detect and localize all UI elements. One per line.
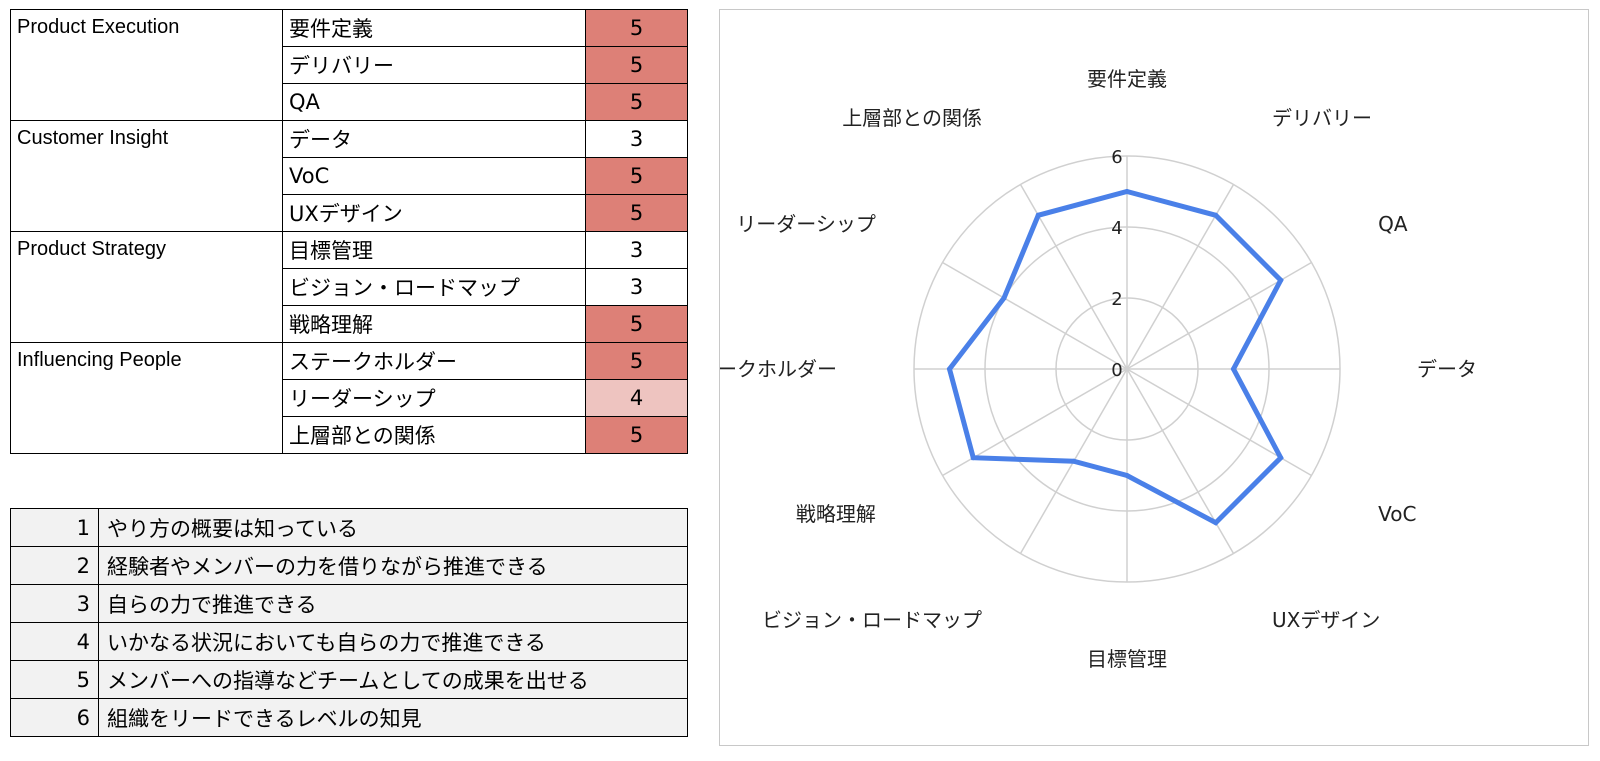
skill-label: ビジョン・ロードマップ (282, 268, 586, 306)
category-label: ステークホルダー (720, 357, 837, 381)
legend-description: 自らの力で推進できる (98, 584, 688, 623)
grid-spoke (1126, 261, 1312, 370)
legend-level: 3 (10, 584, 99, 623)
skill-label: 目標管理 (282, 231, 586, 269)
category-label: 要件定義 (1087, 67, 1167, 91)
category-label: 目標管理 (1087, 647, 1167, 671)
category-label: データ (1417, 357, 1477, 381)
radial-tick-label: 0 (1111, 360, 1122, 381)
skill-score: 5 (585, 342, 688, 380)
data-point (1035, 212, 1041, 218)
category-label: 戦略理解 (796, 502, 876, 526)
legend-level: 1 (10, 508, 99, 547)
legend-description: 経験者やメンバーの力を借りながら推進できる (98, 546, 688, 585)
series-line (946, 188, 1284, 526)
skill-score: 4 (585, 379, 688, 417)
radial-tick-label: 4 (1111, 218, 1122, 239)
skill-row: Influencing People ステークホルダー 5 (10, 342, 688, 454)
skill-label: 戦略理解 (282, 305, 586, 343)
skill-score: 5 (585, 305, 688, 343)
skill-score: 3 (585, 120, 688, 158)
category-cell: Product Execution (10, 9, 283, 121)
skill-row: VoC 5 (11, 157, 688, 195)
grid-spoke (1126, 184, 1235, 370)
skill-score: 3 (585, 231, 688, 269)
grid-spoke (942, 261, 1128, 370)
data-point (1124, 473, 1130, 478)
data-point (947, 366, 952, 372)
legend-description: いかなる状況においても自らの力で推進できる (98, 622, 688, 661)
category-cell: Product Strategy (10, 231, 283, 343)
category-label: デリバリー (1272, 106, 1372, 130)
legend-level: 6 (10, 698, 99, 737)
skill-score: 5 (585, 157, 688, 195)
skill-row: リーダーシップ 4 (11, 379, 688, 417)
skill-label: VoC (282, 157, 586, 195)
data-point (1124, 189, 1130, 194)
skill-score: 5 (585, 9, 688, 47)
skill-score: 5 (585, 46, 688, 84)
category-label: リーダーシップ (736, 212, 876, 236)
skill-label: データ (282, 120, 586, 158)
skill-score: 3 (585, 268, 688, 306)
data-point (1001, 295, 1007, 301)
data-point (1213, 520, 1219, 526)
legend-level: 2 (10, 546, 99, 585)
skill-score: 5 (585, 83, 688, 121)
legend-row: 1 やり方の概要は知っている (10, 508, 688, 547)
skill-score: 5 (585, 416, 688, 454)
grid-spoke (1126, 368, 1235, 554)
category-label: UXデザイン (1272, 608, 1380, 632)
radial-tick-label: 2 (1111, 289, 1122, 310)
skill-label: ステークホルダー (282, 342, 586, 380)
data-point (1278, 455, 1284, 461)
data-point (1071, 458, 1077, 464)
data-point (1231, 366, 1236, 372)
skill-row: QA 5 (11, 83, 688, 121)
skill-score: 5 (585, 194, 688, 232)
skill-row: Product Strategy 目標管理 3 (10, 231, 688, 343)
legend-description: 組織をリードできるレベルの知見 (98, 698, 688, 737)
legend-row: 2 経験者やメンバーの力を借りながら推進できる (10, 546, 688, 585)
data-point (1213, 212, 1219, 218)
category-cell: Influencing People (10, 342, 283, 454)
legend-row: 5 メンバーへの指導などチームとしての成果を出せる (10, 660, 688, 699)
data-point (970, 455, 976, 461)
legend-row: 3 自らの力で推進できる (10, 584, 688, 623)
legend-row: 4 いかなる状況においても自らの力で推進できる (10, 622, 688, 661)
skill-label: デリバリー (282, 46, 586, 84)
category-label: QA (1378, 212, 1408, 236)
skill-row: Customer Insight データ 3 (10, 120, 688, 232)
skill-label: UXデザイン (282, 194, 586, 232)
radial-tick-label: 6 (1111, 147, 1122, 168)
legend-description: やり方の概要は知っている (98, 508, 688, 547)
category-label: VoC (1378, 502, 1416, 526)
skill-row: 戦略理解 5 (11, 305, 688, 343)
skill-row: ビジョン・ロードマップ 3 (11, 268, 688, 306)
category-label: 上層部との関係 (842, 106, 982, 130)
skill-label: 上層部との関係 (282, 416, 586, 454)
legend-description: メンバーへの指導などチームとしての成果を出せる (98, 660, 688, 699)
category-label: ビジョン・ロードマップ (762, 608, 982, 632)
skill-label: QA (282, 83, 586, 121)
skills-table: Product Execution 要件定義 5 デリバリー 5 QA 5 Customer … (10, 9, 688, 454)
grid-spoke (1019, 184, 1128, 370)
skill-label: リーダーシップ (282, 379, 586, 417)
legend-row: 6 組織をリードできるレベルの知見 (10, 698, 688, 737)
legend-level: 4 (10, 622, 99, 661)
skill-label: 要件定義 (282, 9, 586, 47)
grid-spoke (1126, 368, 1312, 477)
level-legend-table: 1 やり方の概要は知っている 2 経験者やメンバーの力を借りながら推進できる 3 自らの力… (10, 508, 688, 737)
skill-row: 上層部との関係 5 (11, 416, 688, 454)
legend-level: 5 (10, 660, 99, 699)
category-cell: Customer Insight (10, 120, 283, 232)
data-point (1278, 277, 1284, 283)
skill-row: Product Execution 要件定義 5 (10, 9, 688, 121)
radar-chart-panel: 0 2 4 6 要件定義デリバリー QA データ VoC UXデザイン目標管理 ビジョン・ロードマ… (719, 9, 1589, 746)
